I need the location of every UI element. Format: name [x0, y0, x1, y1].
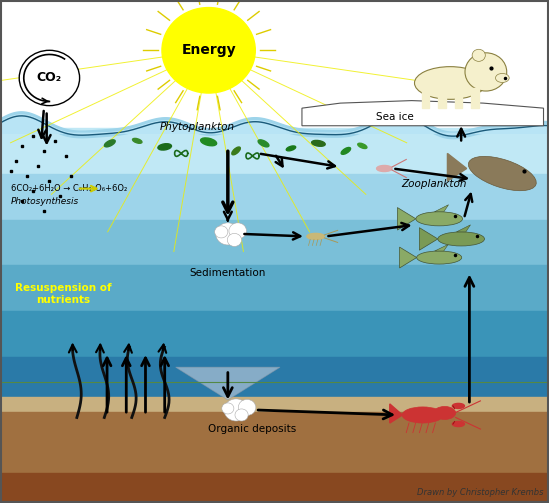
Ellipse shape — [232, 147, 240, 155]
Ellipse shape — [132, 138, 142, 143]
Text: Zooplankton: Zooplankton — [401, 179, 466, 189]
Bar — [0, 357, 549, 402]
Circle shape — [216, 223, 240, 245]
Circle shape — [19, 50, 80, 106]
Bar — [438, 88, 446, 108]
Bar — [0, 0, 549, 128]
Ellipse shape — [104, 140, 115, 147]
Bar — [0, 174, 549, 220]
Text: Energy: Energy — [181, 43, 236, 57]
Bar — [0, 473, 549, 503]
Ellipse shape — [434, 406, 456, 420]
Ellipse shape — [495, 73, 509, 82]
Bar — [0, 397, 549, 417]
Ellipse shape — [341, 147, 351, 154]
Polygon shape — [176, 367, 280, 400]
Ellipse shape — [377, 165, 392, 172]
Polygon shape — [457, 225, 470, 232]
Text: Sea ice: Sea ice — [377, 112, 414, 122]
Text: CO₂: CO₂ — [37, 71, 62, 85]
Text: Photosynthesis: Photosynthesis — [11, 197, 79, 206]
Ellipse shape — [452, 403, 464, 408]
Circle shape — [227, 233, 242, 246]
Ellipse shape — [258, 140, 269, 147]
Text: 6CO₂+6H₂O → C₆H₁₂O₆+6O₂: 6CO₂+6H₂O → C₆H₁₂O₆+6O₂ — [11, 184, 127, 193]
Bar — [0, 220, 549, 266]
Bar — [422, 88, 429, 108]
Bar — [0, 266, 549, 311]
Polygon shape — [397, 208, 416, 230]
Circle shape — [224, 399, 248, 421]
Bar — [0, 311, 549, 357]
Ellipse shape — [468, 156, 536, 191]
Ellipse shape — [417, 251, 462, 264]
Text: Organic deposits: Organic deposits — [209, 424, 296, 434]
Ellipse shape — [312, 140, 325, 146]
Polygon shape — [390, 404, 402, 423]
Ellipse shape — [286, 146, 296, 151]
Polygon shape — [400, 247, 417, 268]
Bar — [455, 88, 462, 108]
Text: Resuspension of
nutrients: Resuspension of nutrients — [15, 284, 111, 305]
Ellipse shape — [307, 233, 324, 239]
Ellipse shape — [158, 144, 171, 150]
Text: Drawn by Christopher Krembs: Drawn by Christopher Krembs — [417, 488, 544, 497]
Circle shape — [238, 399, 256, 415]
Circle shape — [162, 8, 255, 93]
Ellipse shape — [452, 422, 464, 427]
Ellipse shape — [414, 67, 486, 100]
Polygon shape — [435, 205, 449, 212]
Polygon shape — [435, 244, 448, 251]
Bar — [0, 412, 549, 503]
Ellipse shape — [200, 138, 217, 146]
Polygon shape — [447, 153, 467, 181]
Text: Sedimentation: Sedimentation — [189, 268, 266, 278]
Circle shape — [229, 223, 247, 239]
Circle shape — [215, 226, 228, 238]
Circle shape — [222, 403, 234, 414]
Circle shape — [465, 53, 507, 91]
Circle shape — [235, 409, 248, 421]
Circle shape — [472, 49, 485, 61]
Bar — [0, 128, 549, 174]
Ellipse shape — [438, 232, 484, 246]
Text: Phytoplankton: Phytoplankton — [160, 122, 235, 132]
Polygon shape — [302, 101, 544, 126]
Ellipse shape — [416, 212, 462, 226]
Bar — [471, 88, 479, 108]
Ellipse shape — [358, 143, 367, 148]
Polygon shape — [419, 228, 438, 250]
Ellipse shape — [402, 407, 444, 423]
